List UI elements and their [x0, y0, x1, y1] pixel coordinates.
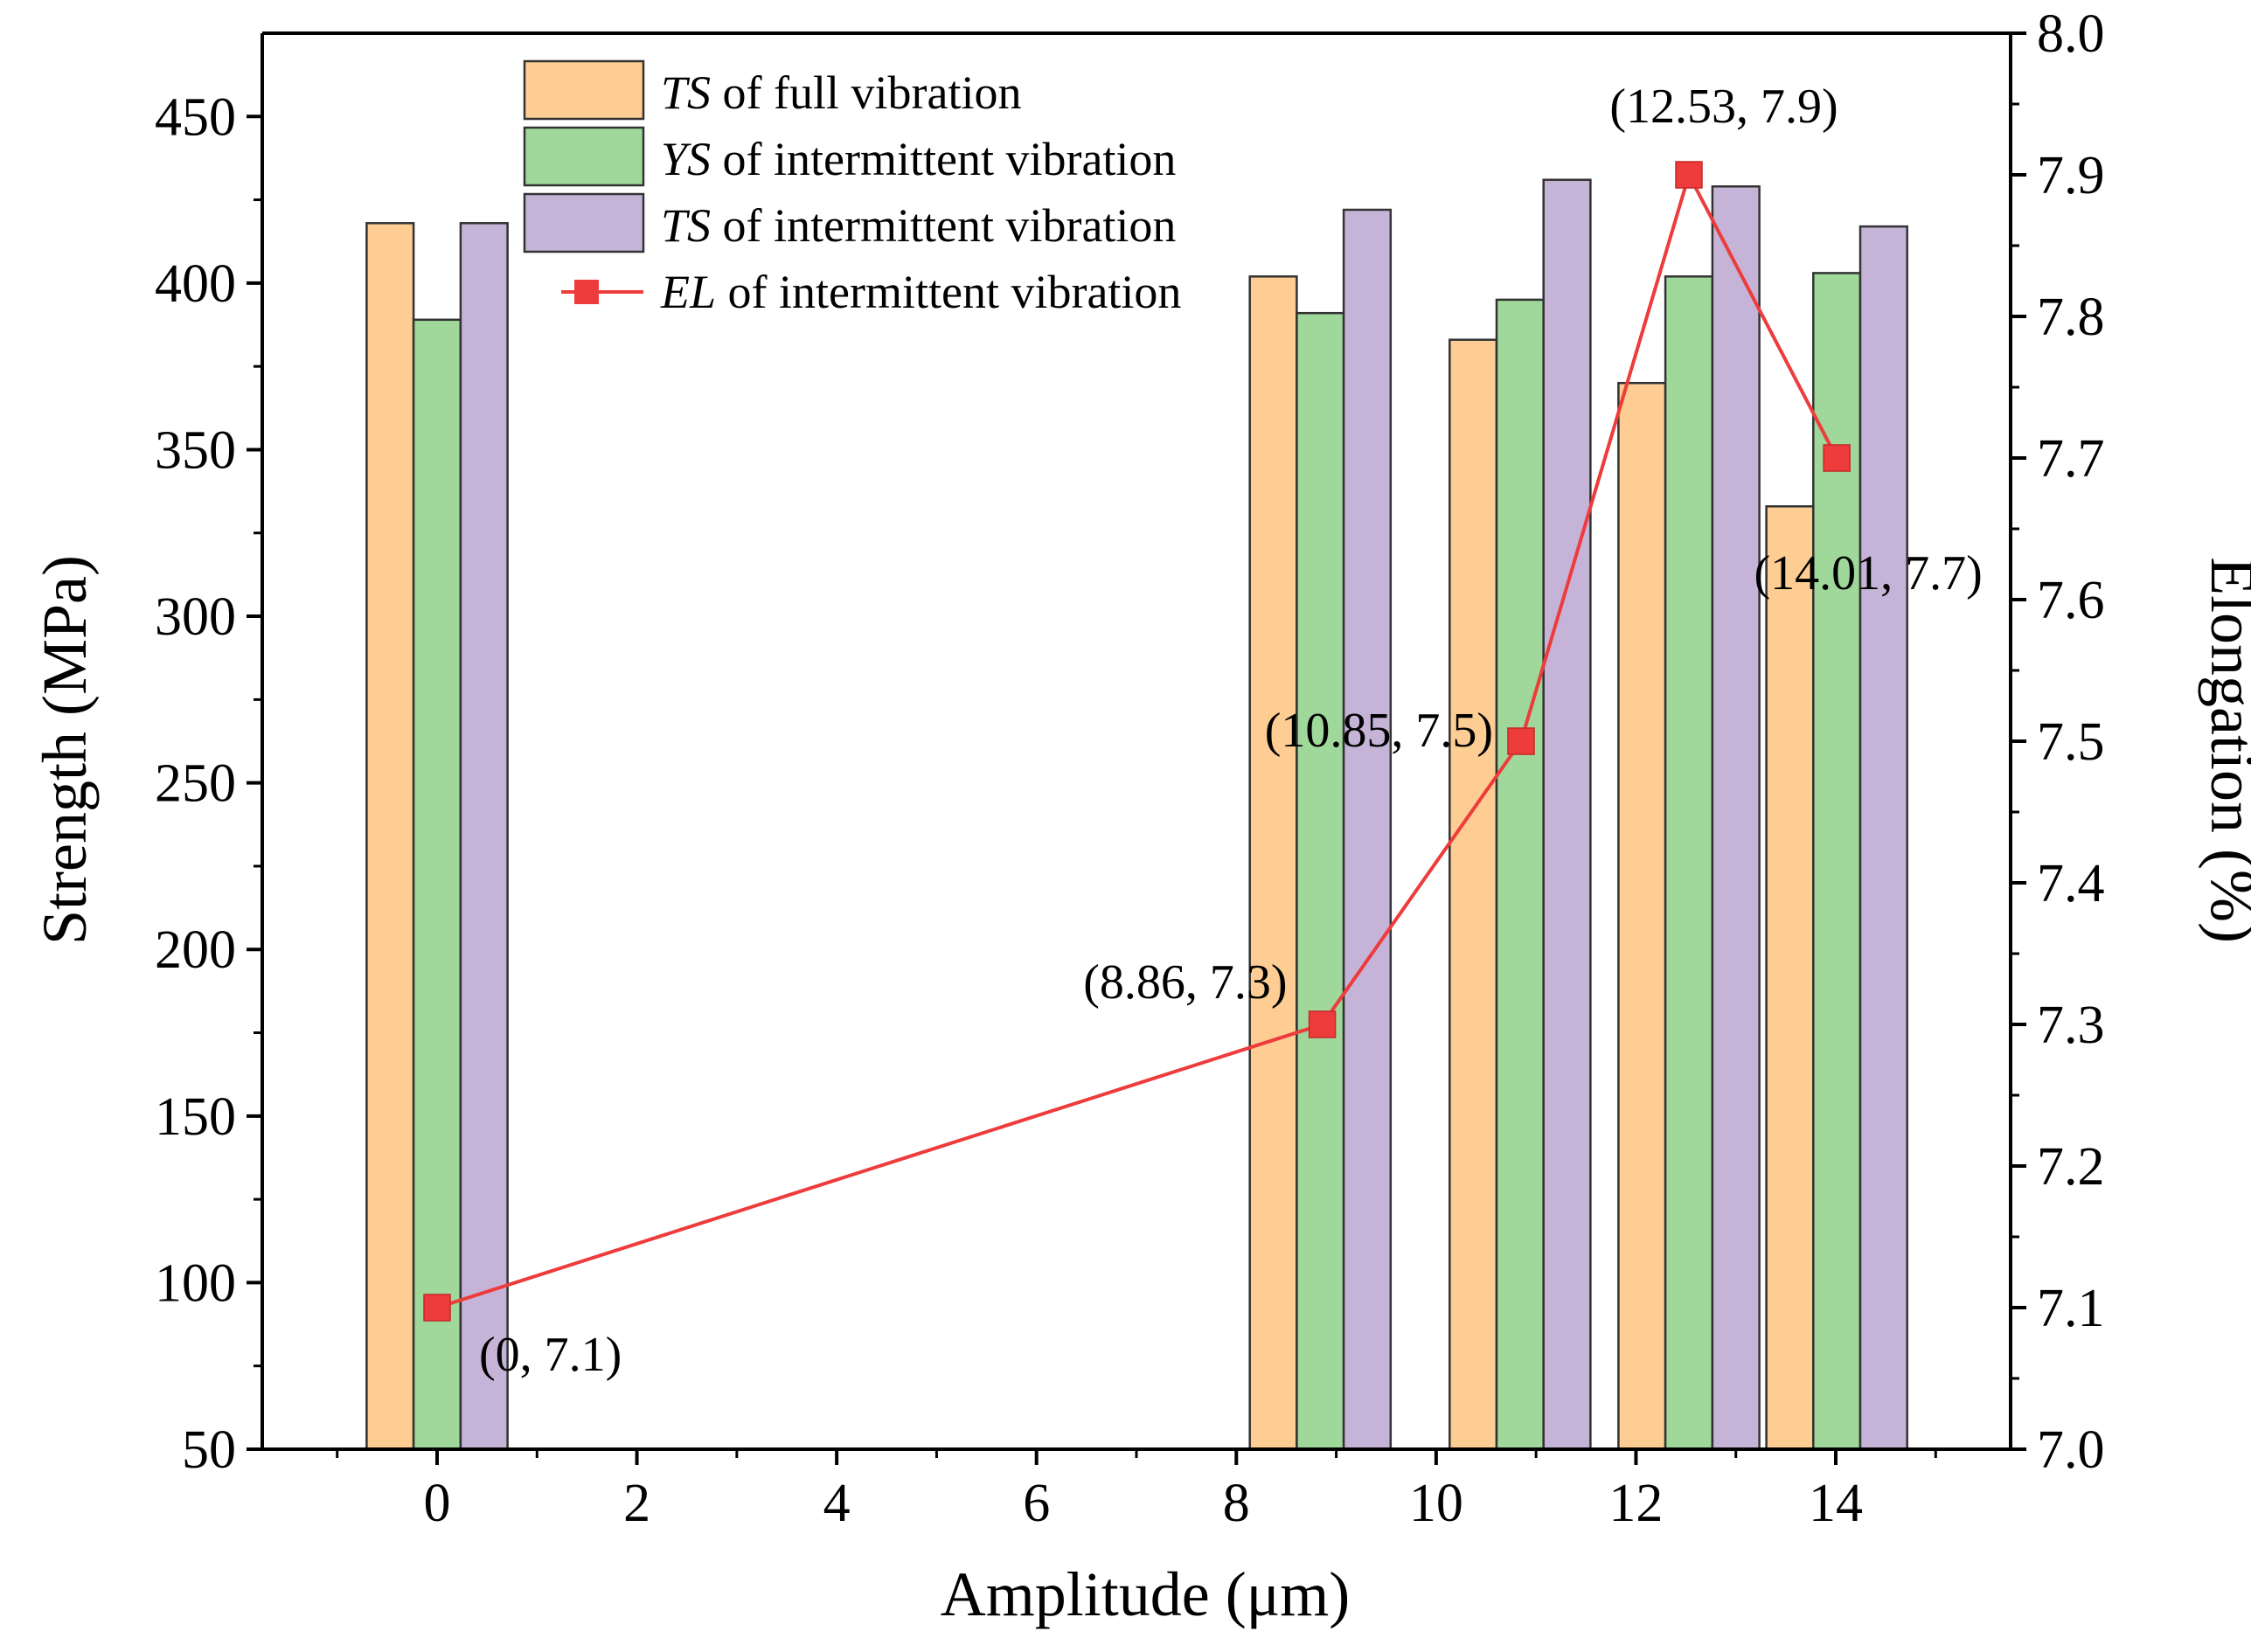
legend-label-abbrev-1: YS — [661, 133, 711, 185]
el-point-4 — [1823, 444, 1851, 472]
x-tick-label-0: 0 — [424, 1474, 451, 1533]
point-labels: (0, 7.1) (8.86, 7.3) (10.85, 7.5) (12.53, 7… — [479, 80, 1983, 1382]
legend-label-desc-0: of full vibration — [711, 66, 1021, 119]
bar-series1-1 — [1296, 311, 1345, 1451]
y2-tick-label-2: 7.2 — [2037, 1137, 2105, 1197]
y2-tick-label-9: 7.9 — [2037, 146, 2105, 205]
axes-layer: 501001502002503003504004507.07.17.27.37.… — [30, 4, 2251, 1629]
legend-label-abbrev-2: TS — [661, 199, 711, 252]
point-label-2: (10.85, 7.5) — [1265, 704, 1493, 758]
x-tick-label-8: 8 — [1223, 1474, 1250, 1533]
y-tick-label-50: 50 — [182, 1420, 236, 1480]
legend-label-abbrev-0: TS — [661, 66, 711, 119]
bar-series1-3 — [1664, 275, 1714, 1451]
point-label-3: (12.53, 7.9) — [1609, 80, 1838, 134]
y-tick-label-300: 300 — [155, 587, 236, 647]
bar-series2-1 — [1342, 208, 1393, 1451]
x-tick-label-2: 2 — [623, 1474, 650, 1533]
bar-series1-2 — [1495, 298, 1545, 1451]
bar-series0-3 — [1617, 381, 1667, 1451]
y2-tick-label-0: 7.0 — [2037, 1420, 2105, 1480]
legend-entry-1: YS of intermittent vibration — [523, 126, 1176, 187]
x-tick-label-6: 6 — [1023, 1474, 1050, 1533]
legend-entry-2: TS of intermittent vibration — [523, 192, 1176, 253]
legend-label-1: YS of intermittent vibration — [661, 133, 1176, 185]
y2-tick-label-10: 8.0 — [2037, 4, 2105, 64]
point-label-4: (14.01, 7.7) — [1754, 546, 1982, 600]
legend-label-desc-3: of intermittent vibration — [716, 266, 1181, 318]
bar-series0-2 — [1449, 338, 1498, 1451]
legend-entry-0: TS of full vibration — [523, 59, 1021, 121]
x-tick-label-10: 10 — [1409, 1474, 1463, 1533]
bar-series2-4 — [1858, 225, 1908, 1451]
bar-series0-0 — [365, 222, 415, 1451]
bars-layer — [365, 178, 1908, 1451]
el-point-2 — [1507, 727, 1535, 755]
y2-axis-title: Elongation (%) — [2198, 557, 2251, 943]
legend-label-desc-2: of intermittent vibration — [711, 199, 1176, 252]
y-tick-label-250: 250 — [155, 754, 236, 814]
x-axis-title: Amplitude (μm) — [941, 1559, 1351, 1629]
legend-entry-3: EL of intermittent vibration — [561, 266, 1181, 318]
bar-series2-0 — [459, 222, 509, 1451]
y-tick-label-100: 100 — [155, 1253, 236, 1313]
bar-series1-0 — [412, 318, 462, 1451]
bar-series2-3 — [1711, 185, 1761, 1451]
el-point-0 — [423, 1294, 451, 1322]
y-tick-label-200: 200 — [155, 920, 236, 980]
legend-swatch-0 — [523, 59, 645, 121]
legend-marker-3 — [574, 280, 599, 304]
el-point-3 — [1675, 161, 1703, 189]
y2-tick-label-1: 7.1 — [2037, 1279, 2105, 1338]
legend-label-3: EL of intermittent vibration — [660, 266, 1181, 318]
point-label-0: (0, 7.1) — [479, 1328, 622, 1382]
legend-label-abbrev-3: EL — [660, 266, 716, 318]
y2-tick-label-3: 7.3 — [2037, 996, 2105, 1055]
legend-swatch-1 — [523, 126, 645, 187]
line-layer — [423, 161, 1851, 1322]
y2-tick-label-7: 7.7 — [2037, 429, 2105, 489]
bar-series0-4 — [1765, 505, 1815, 1451]
bar-series2-2 — [1542, 178, 1592, 1451]
x-tick-label-12: 12 — [1608, 1474, 1663, 1533]
legend-label-2: TS of intermittent vibration — [661, 199, 1176, 252]
x-tick-label-4: 4 — [823, 1474, 851, 1533]
x-tick-label-14: 14 — [1809, 1474, 1863, 1533]
y2-tick-label-5: 7.5 — [2037, 712, 2105, 772]
y2-tick-label-4: 7.4 — [2037, 854, 2105, 913]
point-label-1: (8.86, 7.3) — [1083, 955, 1287, 1010]
y-axis-title: Strength (MPa) — [30, 555, 100, 945]
legend-label-0: TS of full vibration — [661, 66, 1021, 119]
y-tick-label-150: 150 — [155, 1087, 236, 1147]
legend-label-desc-1: of intermittent vibration — [711, 133, 1176, 185]
y-tick-label-350: 350 — [155, 420, 236, 480]
y2-tick-label-8: 7.8 — [2037, 288, 2105, 347]
y-tick-label-400: 400 — [155, 254, 236, 314]
bar-series0-1 — [1248, 275, 1298, 1451]
el-point-1 — [1308, 1010, 1337, 1038]
legend-swatch-2 — [523, 192, 645, 253]
y-tick-label-450: 450 — [155, 87, 236, 147]
y2-tick-label-6: 7.6 — [2037, 571, 2105, 630]
